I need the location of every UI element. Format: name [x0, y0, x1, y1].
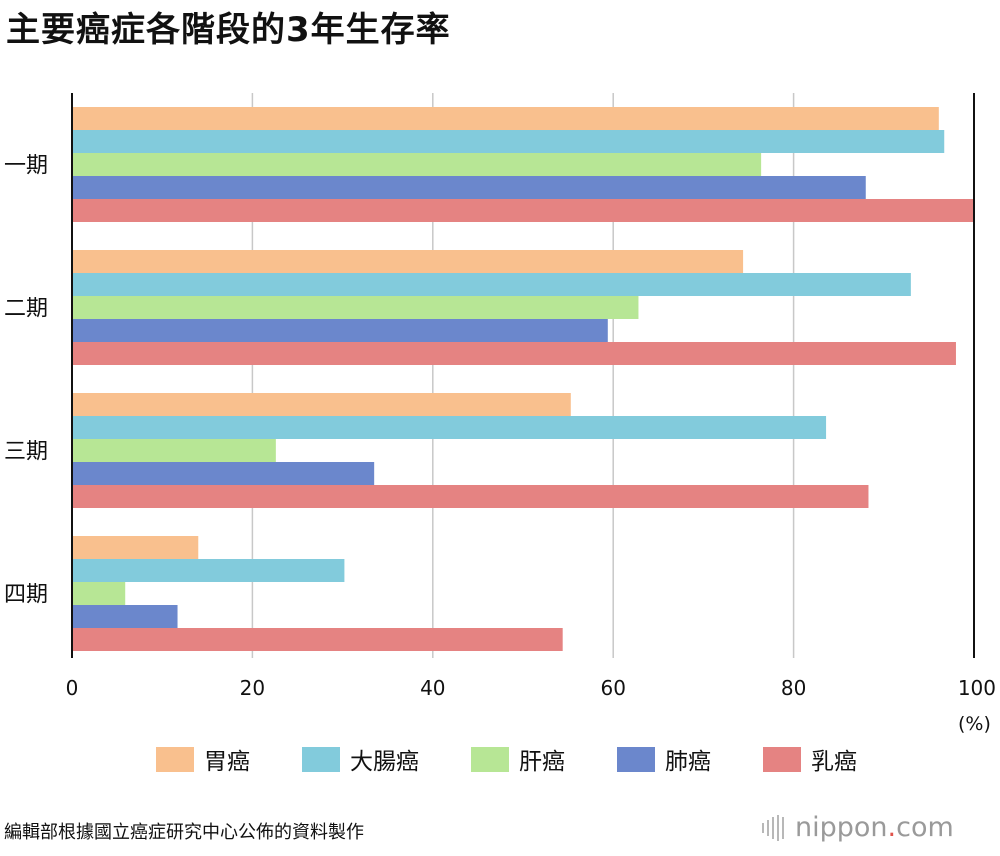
bar-1-5: [72, 199, 974, 222]
brand-logo: nippon.com: [762, 812, 954, 843]
bar-2-5: [72, 342, 956, 365]
x-tick-label: 80: [781, 676, 806, 700]
legend-swatch: [617, 746, 655, 772]
bar-1-1: [72, 107, 939, 130]
legend-item: 肝癌: [471, 742, 565, 776]
chart-title: 主要癌症各階段的3年生存率: [6, 10, 451, 50]
chart-legend: 胃癌 大腸癌 肝癌 肺癌 乳癌: [156, 742, 909, 776]
legend-label: 乳癌: [811, 749, 857, 775]
category-label: 一期: [4, 154, 48, 179]
bar-4-4: [72, 605, 178, 628]
category-label: 四期: [4, 583, 48, 608]
legend-label: 肺癌: [665, 749, 711, 775]
legend-item: 乳癌: [763, 742, 857, 776]
legend-swatch: [471, 746, 509, 772]
source-note: 編輯部根據國立癌症研究中心公佈的資料製作: [4, 822, 364, 843]
legend-swatch: [302, 746, 340, 772]
brand-text: nippon.com: [795, 812, 954, 843]
legend-item: 肺癌: [617, 742, 711, 776]
bar-3-5: [72, 485, 869, 508]
bar-2-4: [72, 319, 608, 342]
legend-label: 胃癌: [204, 749, 250, 775]
x-tick-label: 20: [240, 676, 265, 700]
legend-item: 大腸癌: [302, 742, 419, 776]
bar-2-3: [72, 296, 639, 319]
bar-1-2: [72, 130, 945, 153]
brand-tld: com: [896, 812, 954, 843]
category-label: 三期: [4, 440, 48, 465]
bar-3-4: [72, 462, 375, 485]
category-label: 二期: [4, 297, 48, 322]
bar-4-1: [72, 536, 199, 559]
bar-2-2: [72, 273, 911, 296]
legend-swatch: [156, 746, 194, 772]
bar-3-3: [72, 439, 276, 462]
unit-label: (%): [958, 713, 991, 735]
bar-4-3: [72, 582, 126, 605]
bar-1-3: [72, 153, 762, 176]
legend-label: 肝癌: [519, 749, 565, 775]
x-tick-label: 40: [420, 676, 445, 700]
brand-bars-icon: [762, 814, 787, 841]
brand-dot: .: [887, 812, 897, 843]
legend-item: 胃癌: [156, 742, 250, 776]
bar-3-2: [72, 416, 827, 439]
x-tick-label: 100: [958, 676, 996, 700]
bar-4-5: [72, 628, 563, 651]
x-tick-label: 0: [66, 676, 79, 700]
legend-label: 大腸癌: [350, 749, 419, 775]
bar-4-2: [72, 559, 345, 582]
legend-swatch: [763, 746, 801, 772]
bar-1-4: [72, 176, 866, 199]
brand-name: nippon: [795, 812, 888, 843]
bar-2-1: [72, 250, 744, 273]
bar-3-1: [72, 393, 571, 416]
x-tick-label: 60: [600, 676, 625, 700]
